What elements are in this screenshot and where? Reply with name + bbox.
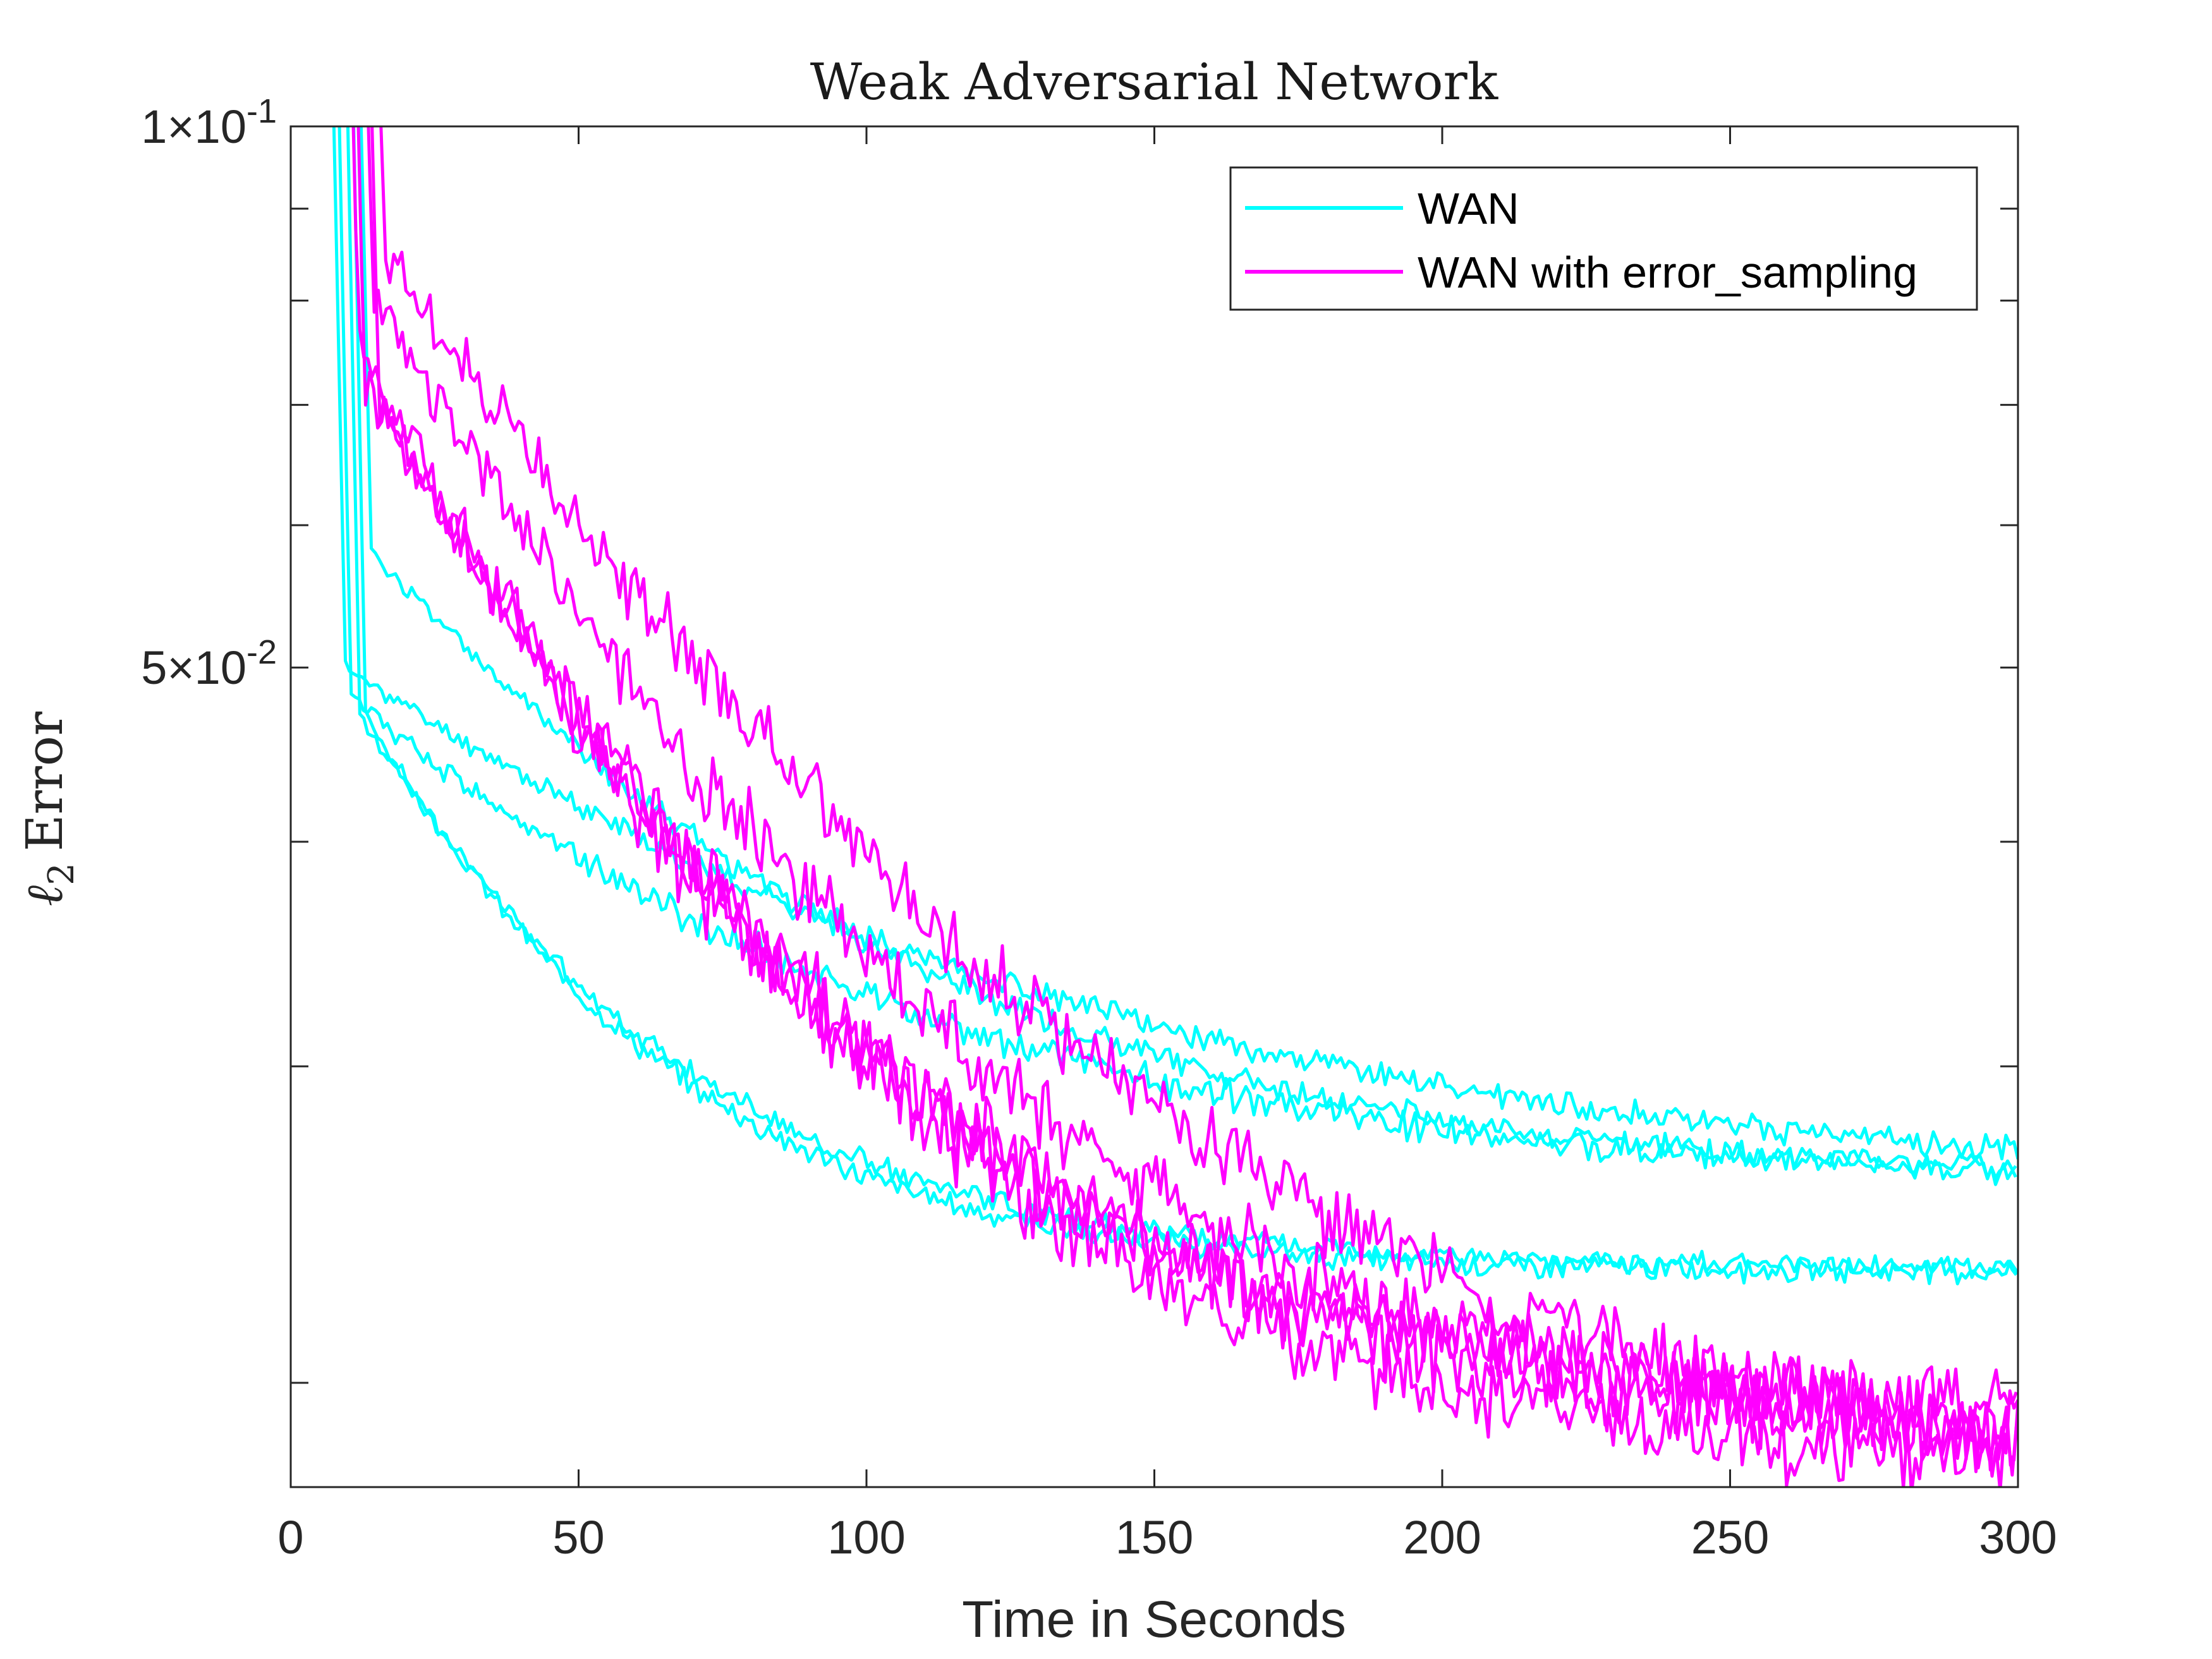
x-tick-label: 200: [1403, 1511, 1481, 1564]
x-axis-label: Time in Seconds: [962, 1591, 1346, 1648]
x-tick-label: 50: [552, 1511, 604, 1564]
x-tick-label: 0: [277, 1511, 303, 1564]
wan-run-line: [337, 126, 2017, 1186]
x-tick-label: 100: [827, 1511, 905, 1564]
wan-error-sampling-run-line: [367, 126, 2016, 1472]
y-axis-label: ℓ2 Error: [15, 711, 82, 906]
legend: WAN WAN with error_sampling: [1229, 166, 1978, 311]
wan-run-line: [359, 126, 2017, 1181]
chart-title: Weak Adversarial Network: [810, 52, 1499, 111]
y-axis-label-text: Error: [15, 711, 74, 851]
series-layer: [332, 126, 2018, 1487]
y-axis-ticks: 1×10-1 5×10-2: [141, 92, 2018, 1384]
x-axis-ticks: 0 50 100 150 200 250 300: [277, 126, 2057, 1564]
wan-run-line: [346, 126, 2018, 1279]
y-tick-label: 5×10-2: [141, 633, 277, 694]
wan-error-sampling-run-line: [370, 126, 2018, 1487]
legend-label-wan: WAN: [1418, 184, 1519, 233]
plot-frame: [289, 125, 2019, 1488]
wan-run-line: [352, 126, 2018, 1285]
y-tick-label: 1×10-1: [141, 92, 277, 153]
wan-run-line: [332, 126, 2018, 1161]
y-axis-label-subscript: 2: [41, 863, 82, 885]
wan-error-sampling-run-line: [379, 126, 2018, 1463]
legend-box: [1229, 166, 1978, 311]
x-tick-label: 250: [1691, 1511, 1769, 1564]
x-tick-label: 150: [1115, 1511, 1193, 1564]
y-axis-label-symbol: ℓ: [15, 885, 74, 906]
x-tick-label: 300: [1979, 1511, 2057, 1564]
legend-label-wan-error-sampling: WAN with error_sampling: [1418, 248, 1917, 297]
